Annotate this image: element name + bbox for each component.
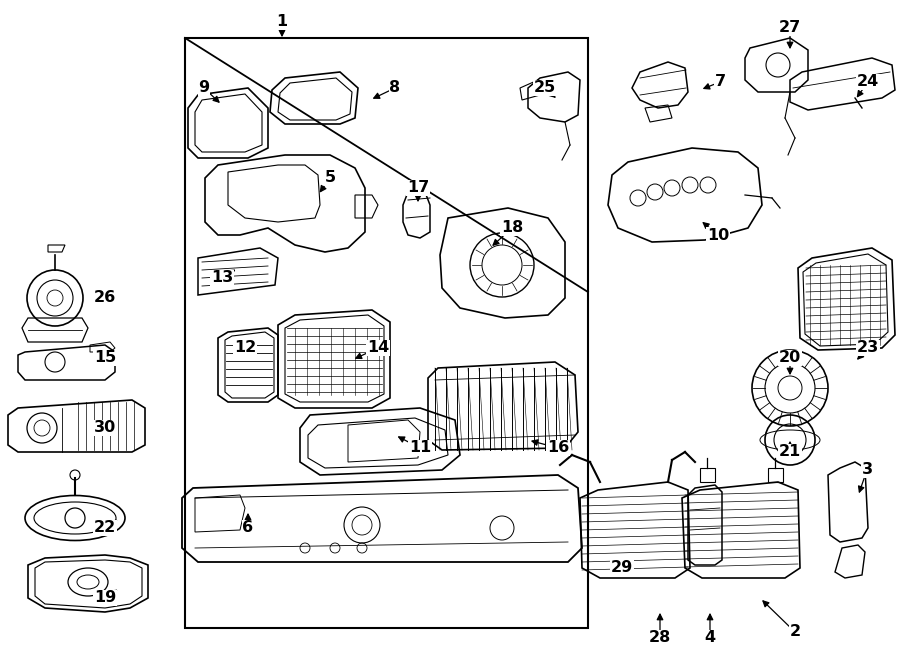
Text: 19: 19 [94,590,116,605]
Text: 12: 12 [234,340,256,356]
Text: 5: 5 [324,171,336,186]
Text: 29: 29 [611,561,633,576]
Text: 22: 22 [94,520,116,535]
Text: 24: 24 [857,75,879,89]
Text: 21: 21 [778,444,801,459]
Text: 1: 1 [276,15,288,30]
Text: 26: 26 [94,290,116,305]
Text: 30: 30 [94,420,116,436]
Text: 8: 8 [390,81,400,95]
Text: 3: 3 [861,463,873,477]
Bar [185,38,588,628]
Text: 11: 11 [409,440,431,455]
Text: 15: 15 [94,350,116,366]
Text: 14: 14 [367,340,389,356]
Text: 18: 18 [501,221,523,235]
Text: 17: 17 [407,180,429,196]
Text: 4: 4 [705,631,716,646]
Text: 25: 25 [534,81,556,95]
Text: 6: 6 [242,520,254,535]
Text: 9: 9 [198,81,210,95]
Text: 7: 7 [715,75,725,89]
Text: 2: 2 [789,625,801,639]
Text: 13: 13 [211,270,233,286]
Text: 23: 23 [857,340,879,356]
Text: 20: 20 [778,350,801,366]
Text: 16: 16 [547,440,569,455]
Text: 27: 27 [778,20,801,36]
Text: 10: 10 [706,227,729,243]
Text: 28: 28 [649,631,671,646]
